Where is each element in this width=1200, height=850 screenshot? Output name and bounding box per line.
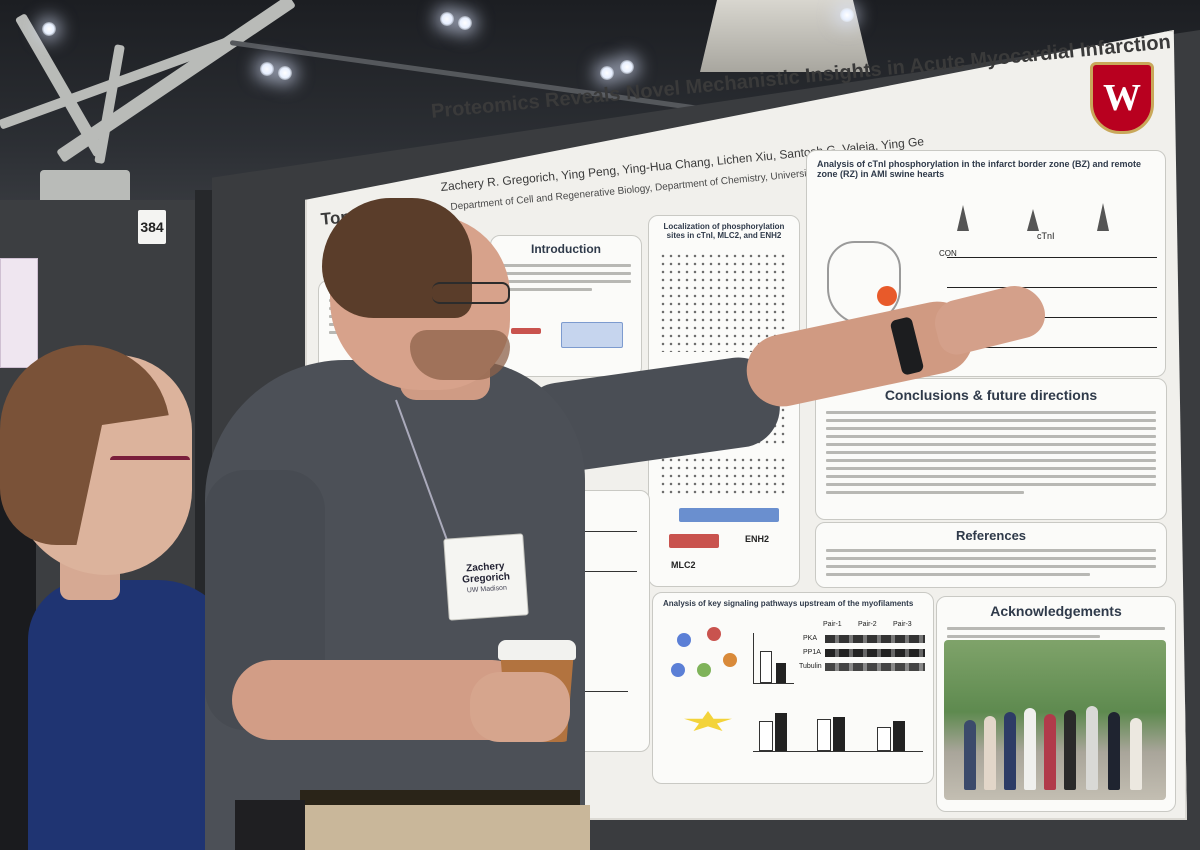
ctni-analysis-heading: Analysis of cTnI phosphorylation in the …: [817, 159, 1142, 179]
pair1-label: Pair-1: [823, 621, 842, 628]
presenter-hair: [322, 198, 472, 318]
introduction-panel: Introduction: [490, 235, 642, 377]
tubulin-label: Tubulin: [799, 663, 822, 670]
ceiling-truss: [94, 44, 125, 165]
references-heading: References: [955, 528, 1027, 543]
localization-heading: Localization of phosphorylation sites in…: [663, 222, 785, 240]
signaling-heading: Analysis of key signaling pathways upstr…: [663, 599, 914, 608]
uw-crest-logo: W: [1090, 62, 1154, 134]
ceiling-light: [840, 8, 854, 22]
presenter-glasses: [432, 282, 510, 304]
ceiling-light: [278, 66, 292, 80]
ceiling-light: [600, 66, 614, 80]
badge-name: Zachery Gregorich: [461, 560, 511, 586]
ceiling-light: [620, 60, 634, 74]
conclusions-panel: Conclusions & future directions: [815, 378, 1167, 520]
woman-glasses: [110, 456, 190, 476]
table-edge: [235, 800, 305, 850]
woman-sweater: [28, 580, 238, 850]
ceiling-light: [42, 22, 56, 36]
badge-affiliation: UW Madison: [466, 584, 508, 594]
ctni-label: cTnI: [1037, 231, 1055, 241]
conclusions-heading: Conclusions & future directions: [884, 387, 1098, 403]
coffee-cup-lid: [498, 640, 576, 660]
presenter-left-hand: [470, 672, 570, 742]
presenter-beard: [410, 330, 510, 380]
pp1a-label: PP1A: [803, 649, 821, 656]
mlc2-label: MLC2: [671, 560, 696, 570]
lab-group-photo: [944, 640, 1166, 800]
pair2-label: Pair-2: [858, 621, 877, 628]
pka-label: PKA: [803, 635, 818, 642]
name-badge: Zachery Gregorich UW Madison: [443, 533, 529, 621]
acknowledgements-heading: Acknowledgements: [990, 603, 1122, 619]
pair3-label: Pair-3: [893, 621, 912, 628]
ceiling-light: [260, 62, 274, 76]
presenter-pants: [290, 805, 590, 850]
adjacent-poster: [0, 258, 38, 368]
ceiling-light: [440, 12, 454, 26]
ceiling-light: [458, 16, 472, 30]
signaling-panel: Analysis of key signaling pathways upstr…: [652, 592, 934, 784]
booth-number-sign: 384: [138, 210, 166, 244]
references-panel: References: [815, 522, 1167, 588]
enh2-label: ENH2: [745, 534, 770, 544]
introduction-heading: Introduction: [531, 242, 601, 256]
con-label: CON: [939, 249, 957, 258]
